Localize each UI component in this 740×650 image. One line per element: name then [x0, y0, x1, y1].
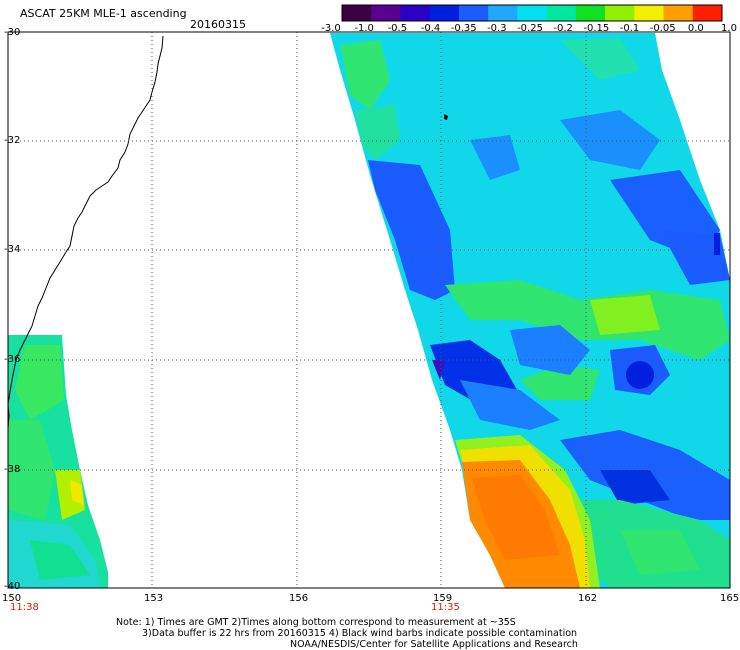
colorbar-swatch: [546, 5, 577, 21]
colorbar-tick-label: -0.1: [619, 23, 640, 34]
lat-label-34: -34: [4, 244, 21, 255]
colorbar-tick-label: -3.0: [321, 23, 341, 34]
map-date: 20160315: [190, 18, 246, 31]
colorbar-frame: [341, 4, 723, 22]
colorbar-swatch: [517, 5, 548, 21]
lat-label-40: -40: [4, 581, 21, 592]
colorbar-swatch: [342, 5, 372, 21]
colorbar-swatch: [605, 5, 635, 21]
colorbar: [341, 4, 723, 22]
colorbar-swatch: [429, 5, 460, 21]
colorbar-tick-label: -0.35: [450, 23, 477, 34]
lat-lon-grid: [8, 32, 730, 588]
lon-label-159: 159: [433, 593, 453, 604]
colorbar-tick-label: 0.0: [687, 23, 704, 34]
colorbar-swatch: [400, 5, 431, 21]
colorbar-tick-label: 1.0: [721, 23, 737, 34]
colorbar-tick-label: -0.5: [387, 23, 408, 34]
lon-label-150: 150: [2, 593, 22, 604]
map-title: ASCAT 25KM MLE-1 ascending: [20, 7, 187, 20]
plot-frame: [7, 31, 731, 589]
lon-label-162: 162: [578, 593, 598, 604]
lat-label-30: -30: [4, 27, 21, 38]
coastline: [8, 35, 164, 429]
lon-label-165: 165: [720, 593, 740, 604]
colorbar-tick-label: -0.05: [649, 23, 676, 34]
lat-label-38: -38: [4, 464, 21, 475]
lat-label-36: -36: [4, 354, 21, 365]
colorbar-tick-label: -0.3: [487, 23, 507, 34]
colorbar-swatch: [575, 5, 606, 21]
left-data-swath: [8, 335, 108, 588]
time-label-left: 11:38: [10, 602, 39, 613]
colorbar-tick-label: -0.2: [553, 23, 573, 34]
lon-label-156: 156: [289, 593, 309, 604]
right-data-swath: [330, 33, 730, 588]
lat-label-32: -32: [4, 135, 21, 146]
footer-note-2: 3)Data buffer is 22 hrs from 20160315 4)…: [142, 628, 578, 639]
footer-credit: NOAA/NESDIS/Center for Satellite Applica…: [290, 639, 578, 650]
time-label-right: 11:35: [431, 602, 460, 613]
footer-note-1: Note: 1) Times are GMT 2)Times along bot…: [116, 617, 516, 628]
colorbar-swatch: [488, 5, 518, 21]
colorbar-tick-label: -0.15: [583, 23, 610, 34]
lon-label-153: 153: [144, 593, 164, 604]
colorbar-tick-label: -0.4: [420, 23, 441, 34]
colorbar-tick-label: -1.0: [354, 23, 374, 34]
colorbar-swatch: [663, 5, 694, 21]
colorbar-swatch: [634, 5, 665, 21]
colorbar-swatch: [371, 5, 401, 21]
colorbar-swatch: [692, 5, 723, 21]
colorbar-tick-label: -0.25: [517, 23, 543, 34]
colorbar-swatch: [458, 5, 489, 21]
